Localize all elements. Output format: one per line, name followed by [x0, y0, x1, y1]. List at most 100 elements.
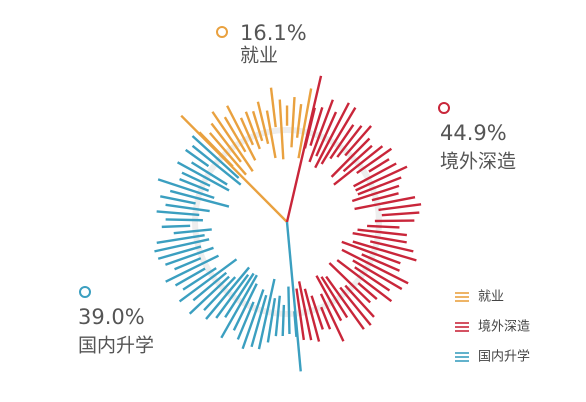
ray — [179, 178, 210, 192]
value-label: 39.0% — [78, 305, 145, 329]
ray — [309, 107, 324, 147]
ray — [353, 162, 397, 188]
ray — [165, 203, 210, 213]
callout-dot — [79, 286, 91, 298]
ray — [325, 275, 365, 330]
pointer — [285, 221, 302, 372]
ray — [257, 278, 276, 350]
ray — [320, 107, 357, 165]
ray — [161, 224, 191, 229]
pointer — [285, 75, 323, 223]
ray — [314, 102, 350, 169]
ray — [339, 286, 372, 326]
ray — [184, 148, 210, 168]
ray — [157, 178, 215, 200]
ray — [320, 306, 332, 330]
ray — [320, 276, 349, 319]
value-label: 16.1% — [240, 21, 307, 45]
ray — [208, 132, 247, 176]
ray — [342, 144, 373, 173]
ray — [351, 184, 400, 203]
ray — [295, 288, 306, 341]
ray — [310, 295, 324, 330]
ray — [381, 211, 420, 217]
ray — [232, 283, 258, 331]
ray — [344, 125, 372, 157]
ray — [241, 289, 265, 350]
ray — [251, 110, 264, 142]
ray — [203, 276, 237, 311]
category-label: 国内升学 — [78, 335, 154, 357]
ray — [344, 284, 375, 318]
ray — [220, 274, 258, 339]
pointer — [180, 114, 288, 223]
ray — [369, 240, 414, 253]
category-label: 就业 — [240, 45, 278, 67]
ray — [190, 161, 228, 186]
ray — [315, 111, 338, 157]
ray — [355, 165, 408, 192]
ray — [176, 161, 230, 192]
ray — [266, 297, 277, 343]
ray — [319, 293, 345, 342]
ray — [165, 246, 214, 266]
ray — [191, 144, 242, 186]
ray — [341, 248, 409, 285]
ray — [297, 281, 313, 341]
ray — [191, 135, 240, 179]
ray — [357, 176, 402, 196]
ray — [378, 203, 422, 212]
ray — [188, 275, 230, 315]
ray — [356, 147, 393, 175]
ray — [352, 259, 403, 291]
ray — [333, 145, 384, 186]
ray — [156, 233, 205, 244]
ray — [357, 228, 408, 237]
ray — [278, 99, 285, 160]
ray — [274, 295, 281, 337]
category-label: 境外深造 — [440, 151, 516, 173]
ray — [256, 101, 270, 145]
ray — [226, 105, 257, 161]
ray — [211, 111, 254, 173]
ray — [174, 257, 202, 271]
ray — [357, 282, 378, 300]
ray — [341, 240, 401, 265]
ray — [265, 110, 277, 159]
ray — [297, 88, 313, 159]
ray — [281, 304, 286, 337]
ray — [165, 254, 220, 283]
ray — [244, 111, 261, 150]
ray — [182, 267, 217, 291]
ray — [205, 266, 251, 320]
ray — [361, 253, 400, 272]
value-label: 44.9% — [440, 121, 507, 145]
ray — [352, 231, 407, 244]
ray — [215, 273, 250, 319]
callout-dot — [216, 26, 228, 38]
ray — [329, 124, 355, 160]
ray — [181, 171, 211, 187]
ray — [352, 240, 417, 262]
ray — [157, 245, 202, 260]
ray — [354, 266, 391, 292]
ray — [169, 189, 230, 208]
ray — [156, 210, 200, 217]
ray — [224, 272, 255, 318]
ray — [330, 137, 371, 178]
ray — [160, 195, 196, 205]
ray — [367, 224, 400, 229]
ray — [210, 122, 242, 163]
ray — [336, 125, 363, 158]
ray — [236, 301, 255, 340]
ray — [308, 99, 334, 163]
ray — [174, 267, 206, 287]
ray — [165, 218, 203, 222]
ray — [354, 195, 416, 211]
ray — [315, 275, 343, 322]
ray — [192, 271, 228, 302]
ray — [371, 192, 399, 202]
pie-segment — [285, 75, 422, 342]
ray — [287, 286, 291, 335]
